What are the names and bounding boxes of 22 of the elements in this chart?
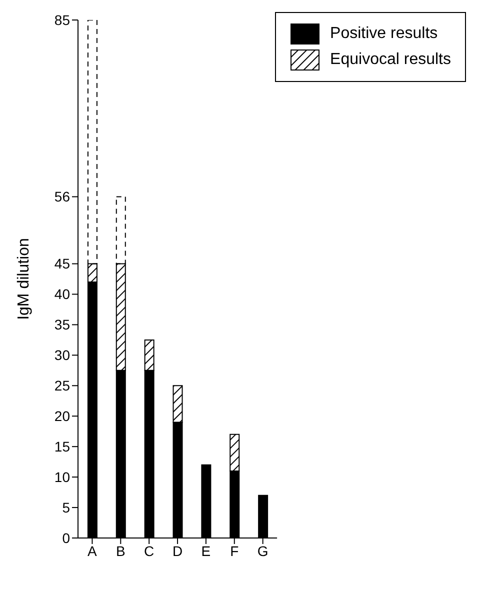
y-tick-label: 15 [54,438,70,455]
y-axis-title: IgM dilution [16,238,33,320]
x-tick-label: E [201,542,211,559]
y-tick-label: 30 [54,347,70,364]
y-tick-label: 0 [62,530,70,546]
x-tick-label: F [230,542,239,559]
x-tick-label: G [257,542,268,559]
y-tick-label: 10 [54,469,70,486]
x-tick-label: C [144,542,154,559]
y-tick-label: 20 [54,408,70,424]
y-tick-label: 85 [54,12,70,28]
y-tick-label: 5 [62,500,70,516]
x-tick-label: A [88,542,98,559]
y-tick-label: 56 [54,188,70,205]
x-tick-label: D [172,542,183,559]
legend-label: Equivocal results [330,51,451,69]
y-tick-label: 25 [54,378,70,394]
y-tick-label: 40 [54,286,70,302]
y-tick-label: 45 [54,256,70,272]
x-tick-label: B [116,542,126,559]
y-tick-label: 35 [54,316,70,333]
legend-label: Positive results [330,25,438,43]
